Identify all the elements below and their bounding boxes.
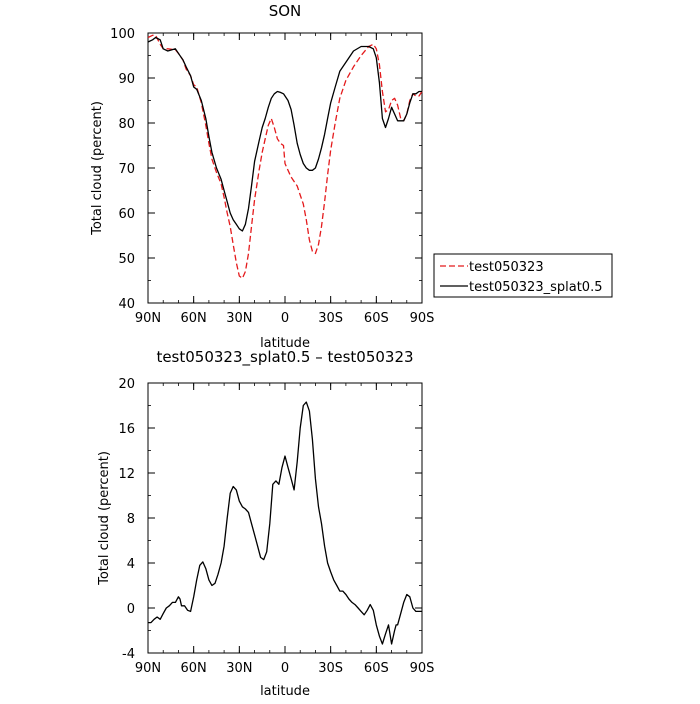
x-tick-label: 90S xyxy=(410,661,435,676)
y-tick-label: 8 xyxy=(127,512,135,527)
y-tick-label: 90 xyxy=(118,72,135,87)
x-tick-label: 30S xyxy=(318,661,343,676)
y-tick-label: 4 xyxy=(127,557,135,572)
y-tick-label: 80 xyxy=(118,117,135,132)
y-tick-label: 70 xyxy=(118,162,135,177)
y-tick-label: 16 xyxy=(118,422,135,437)
chart-title: test050323_splat0.5 – test050323 xyxy=(156,348,413,367)
plot-frame xyxy=(147,382,423,654)
x-tick-label: 60S xyxy=(364,311,389,326)
legend-box xyxy=(433,253,613,298)
y-axis-label: Total cloud (percent) xyxy=(90,101,105,236)
x-axis-label: latitude xyxy=(260,336,310,351)
axis-ticks: 90N 60N 30N 0 30S 60S 90S -4 0 4 8 12 16 20 xyxy=(118,377,434,676)
chart-title: SON xyxy=(269,2,302,20)
x-tick-label: 30N xyxy=(226,661,252,676)
x-tick-label: 0 xyxy=(281,311,289,326)
x-tick-label: 30S xyxy=(318,311,343,326)
x-tick-label: 90N xyxy=(135,311,161,326)
x-tick-label: 60S xyxy=(364,661,389,676)
x-tick-label: 60N xyxy=(181,661,207,676)
series-lines xyxy=(148,401,422,645)
y-tick-label: 0 xyxy=(127,602,135,617)
y-tick-label: -4 xyxy=(122,647,135,662)
y-tick-label: 40 xyxy=(118,297,135,312)
x-tick-label: 90S xyxy=(410,311,435,326)
y-tick-label: 100 xyxy=(110,27,135,42)
chart-son: SON Total cloud (percent) latitude 90N 60… xyxy=(90,2,434,351)
y-tick-label: 20 xyxy=(118,377,135,392)
chart-difference: test050323_splat0.5 – test050323 Total c… xyxy=(97,348,434,699)
y-axis-label: Total cloud (percent) xyxy=(97,451,112,586)
x-axis-label: latitude xyxy=(260,684,310,699)
series-lines xyxy=(147,34,423,279)
x-tick-label: 0 xyxy=(281,661,289,676)
legend: test050323 test050323_splat0.5 xyxy=(433,253,613,298)
x-tick-label: 30N xyxy=(226,311,252,326)
x-tick-label: 60N xyxy=(181,311,207,326)
series-line-test050323-splat0-5 xyxy=(147,36,422,232)
y-tick-label: 50 xyxy=(118,252,135,267)
axis-ticks: 90N 60N 30N 0 30S 60S 90S 40 50 60 70 80 90 100 xyxy=(110,27,434,326)
x-tick-label: 90N xyxy=(135,661,161,676)
y-tick-label: 60 xyxy=(118,207,135,222)
y-tick-label: 12 xyxy=(118,467,135,482)
series-line-difference xyxy=(148,401,422,645)
legend-label-test050323: test050323 xyxy=(469,260,544,275)
legend-label-splat: test050323_splat0.5 xyxy=(469,280,602,295)
